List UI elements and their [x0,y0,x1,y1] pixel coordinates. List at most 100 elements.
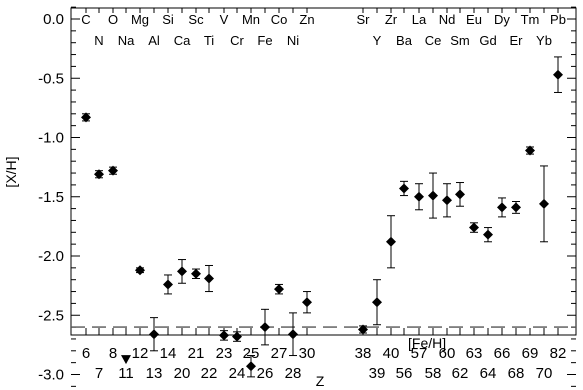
x-tick-label-top-row: 60 [439,345,456,362]
element-label-top-row: C [81,12,90,27]
data-point-Zn [302,297,312,308]
x-tick-label-bottom-row: 22 [201,365,218,382]
element-label-top-row: Co [271,12,288,27]
x-tick-label-bottom-row: 28 [285,365,302,382]
element-label-top-row: Pb [550,12,566,27]
y-tick-label: -1.0 [38,130,64,147]
data-point-Sr [358,324,368,335]
data-point-Gd [483,229,493,240]
data-point-Fe [260,322,270,333]
element-label-bottom-row: Na [118,33,135,48]
element-label-top-row: Sr [357,12,371,27]
x-tick-label-bottom-row: 56 [396,365,413,382]
x-axis-label: Z [316,373,325,389]
y-axis-label: [X/H] [3,156,19,187]
x-tick-label-bottom-row: 20 [174,365,191,382]
data-point-O [108,165,118,176]
element-label-bottom-row: N [94,33,103,48]
upper-limit-point-Na [121,355,131,365]
y-tick-label: -2.0 [38,248,64,265]
element-label-bottom-row: Gd [479,33,496,48]
x-tick-label-top-row: 6 [82,345,90,362]
data-point-Er [511,202,521,213]
element-label-top-row: Eu [466,12,482,27]
element-label-top-row: Tm [521,12,540,27]
element-label-top-row: Si [162,12,174,27]
data-point-Ti [204,273,214,284]
reference-line-group: [Fe/H] [71,326,576,351]
plot-frame [70,7,577,336]
x-tick-label-bottom-row: 13 [146,365,163,382]
element-label-bottom-row: Y [373,33,382,48]
x-tick-label-top-row: 63 [466,345,483,362]
x-tick-label-top-row: 40 [383,345,400,362]
axis-ticks [71,6,576,387]
x-tick-label-bottom-row: 68 [508,365,525,382]
element-label-bottom-row: Fe [257,33,272,48]
x-tick-label-top-row: 69 [522,345,539,362]
data-point-V [219,330,229,341]
x-tick-label-top-row: 23 [216,345,233,362]
data-point-Nd [442,195,452,206]
reference-line-label: [Fe/H] [408,335,446,351]
element-labels: C O Mg Si Sc V Mn Co Zn Sr Zr La Nd Eu Dy Tm Pb N Na Al Ca Ti… [81,12,566,48]
element-label-bottom-row: Ni [287,33,299,48]
element-label-bottom-row: Er [510,33,524,48]
data-point-Zr [386,236,396,247]
x-tick-label-bottom-row: 70 [536,365,553,382]
y-tick-label: -3.0 [38,367,64,384]
element-label-top-row: Nd [439,12,456,27]
data-point-Mg [135,265,145,276]
x-tick-label-top-row: 8 [109,345,117,362]
data-point-Ce [428,190,438,201]
data-point-N [94,169,104,180]
data-point-Dy [497,202,507,213]
data-point-Pb [553,69,563,80]
element-label-top-row: Mn [242,12,260,27]
element-label-bottom-row: Ti [204,33,214,48]
y-tick-label: 0.0 [43,11,64,28]
element-label-top-row: La [412,12,427,27]
x-tick-label-top-row: 21 [188,345,205,362]
x-tick-label-bottom-row: 7 [95,365,103,382]
x-tick-labels: 6 8 12 14 21 23 25 27 30 38 40 57 60 63 66 69 827 11 13 20 2… [82,345,567,382]
element-label-bottom-row: Ba [396,33,413,48]
element-label-bottom-row: Al [148,33,160,48]
data-point-Mn [246,361,256,372]
x-tick-label-bottom-row: 64 [480,365,497,382]
element-label-top-row: Dy [494,12,510,27]
data-point-Y [372,297,382,308]
x-tick-label-top-row: 12 [132,345,149,362]
data-point-Eu [469,222,479,233]
x-tick-label-top-row: 38 [355,345,372,362]
x-tick-label-bottom-row: 11 [118,365,134,382]
x-tick-label-bottom-row: 39 [369,365,386,382]
data-point-Si [163,279,173,290]
data-point-Ni [288,329,298,340]
data-points [81,56,563,378]
data-point-Sm [455,189,465,200]
element-label-bottom-row: Yb [536,33,552,48]
y-tick-label: -0.5 [38,70,64,87]
element-label-bottom-row: Ce [425,33,442,48]
element-label-top-row: Zn [299,12,314,27]
x-tick-label-top-row: 30 [299,345,316,362]
element-label-top-row: Zr [385,12,398,27]
element-label-top-row: V [220,12,229,27]
element-label-bottom-row: Cr [230,33,244,48]
data-point-Co [274,284,284,295]
y-tick-labels: 0.0 -0.5 -1.0 -1.5 -2.0 -2.5 -3.0 [38,11,64,384]
data-point-Yb [539,198,549,209]
x-tick-label-bottom-row: 26 [257,365,274,382]
x-tick-label-top-row: 66 [494,345,511,362]
element-label-bottom-row: Ca [174,33,191,48]
y-tick-label: -2.5 [38,307,64,324]
x-tick-label-top-row: 82 [550,345,567,362]
y-tick-label: -1.5 [38,189,64,206]
element-label-top-row: Sc [188,12,204,27]
data-point-Al [149,329,159,340]
element-label-top-row: Mg [131,12,149,27]
data-point-C [81,112,91,123]
element-label-top-row: O [108,12,118,27]
